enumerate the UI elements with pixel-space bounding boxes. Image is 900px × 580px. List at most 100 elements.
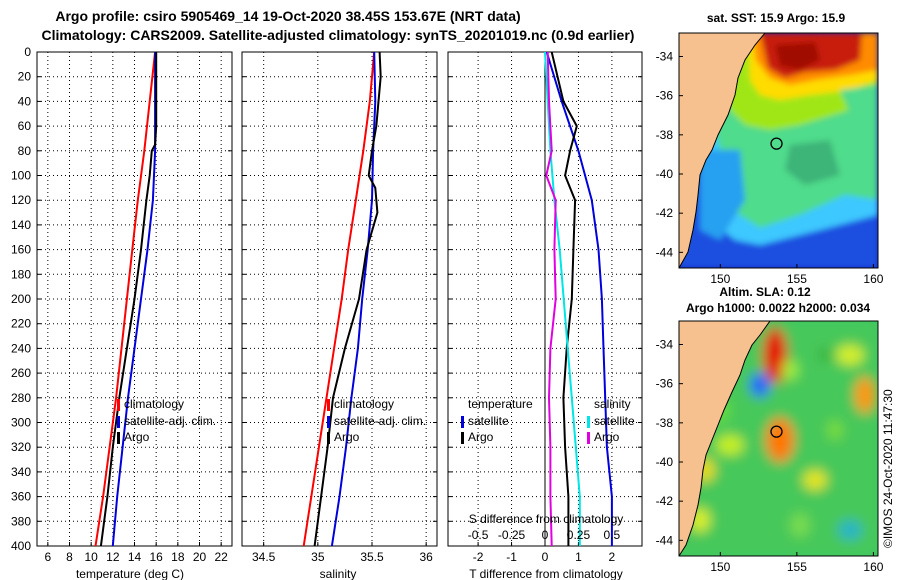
temperature-xtick-label: 20 <box>193 550 207 564</box>
difference-s-ticks: -0.5 -0.25 0 0.25 0.5 <box>468 528 621 542</box>
sst-map-land <box>679 33 765 268</box>
temperature-legend-satellite: satellite-adj. clim. <box>124 414 216 428</box>
temperature-xlabel: temperature (deg C) <box>76 567 184 580</box>
temperature-line-climatology <box>94 52 157 546</box>
diff-legend-temp-swatch-satellite <box>461 416 464 428</box>
sst-map-ticks: 150 155 160 -34 -36 -38 -40 -42 -44 <box>656 50 884 287</box>
salinity-panel: 34.5 35 35.5 36 salinity climatology satell… <box>241 51 438 580</box>
sla-map-ytick-label: -42 <box>656 494 674 508</box>
depth-tick-label: 120 <box>11 193 31 207</box>
difference-s-tick-label: 0.5 <box>604 528 621 542</box>
diff-legend-temp-satellite: satellite <box>468 414 509 428</box>
depth-tick-label: 260 <box>11 366 31 380</box>
sla-map: Altim. SLA: 0.12 Argo h1000: 0.0022 h200… <box>656 285 884 574</box>
difference-legend-temperature: temperature satellite Argo <box>461 397 533 444</box>
temperature-grid <box>37 52 232 546</box>
sst-map-ytick-label: -36 <box>656 89 674 103</box>
difference-xtick-label: -2 <box>473 550 484 564</box>
imos-watermark: ©IMOS 24-Oct-2020 11:47:30 <box>881 389 895 548</box>
sst-map-ytick-label: -34 <box>656 50 674 64</box>
depth-tick-label: 400 <box>11 539 31 553</box>
sla-map-ytick-label: -40 <box>656 455 674 469</box>
sla-map-ticks: 150 155 160 -34 -36 -38 -40 -42 -44 <box>656 338 884 575</box>
temperature-legend-swatch-satellite <box>117 416 120 428</box>
diff-legend-temp-swatch-argo <box>461 432 464 444</box>
diff-legend-sal-swatch-satellite <box>587 416 590 428</box>
depth-tick-label: 140 <box>11 218 31 232</box>
salinity-line-climatology <box>302 52 376 546</box>
temperature-xtick-label: 6 <box>44 550 51 564</box>
salinity-ticks: 34.5 35 35.5 36 <box>242 51 437 564</box>
sst-map-argo-marker <box>770 137 783 150</box>
difference-series <box>544 52 613 546</box>
temperature-series <box>94 52 158 546</box>
sst-map-xtick-label: 160 <box>863 272 883 286</box>
sst-map-xtick-label: 150 <box>710 272 730 286</box>
sla-map-ytick-label: -38 <box>656 416 674 430</box>
difference-line-t-argo <box>550 52 578 546</box>
sst-map-ytick-label: -38 <box>656 128 674 142</box>
sst-map-title: sat. SST: 15.9 Argo: 15.9 <box>707 11 846 25</box>
salinity-xtick-label: 35 <box>311 550 325 564</box>
figure-title-line1: Argo profile: csiro 5905469_14 19-Oct-20… <box>55 8 520 24</box>
depth-tick-label: 40 <box>18 94 32 108</box>
salinity-xtick-label: 35.5 <box>360 550 384 564</box>
figure-title-line2: Climatology: CARS2009. Satellite-adjuste… <box>42 27 635 43</box>
sla-map-ytick-label: -36 <box>656 377 674 391</box>
depth-tick-label: 200 <box>11 292 31 306</box>
diff-legend-sal-satellite: satellite <box>594 414 635 428</box>
difference-xtick-label: 1 <box>575 550 582 564</box>
difference-xtick-label: -1 <box>506 550 517 564</box>
salinity-legend-swatch-climatology <box>327 399 330 411</box>
difference-xtick-label: 0 <box>542 550 549 564</box>
difference-legend-salinity: salinity satellite Argo <box>587 397 635 444</box>
diff-legend-sal-title: salinity <box>594 397 631 411</box>
depth-tick-label: 80 <box>18 144 32 158</box>
salinity-xlabel: salinity <box>320 567 357 580</box>
difference-s-tick-label: -0.5 <box>468 528 489 542</box>
temperature-line-argo <box>99 52 158 546</box>
salinity-legend-climatology: climatology <box>334 397 394 411</box>
temperature-xtick-label: 8 <box>66 550 73 564</box>
salinity-series <box>302 52 382 546</box>
sst-map-ytick-label: -42 <box>656 206 674 220</box>
temperature-xtick-label: 10 <box>84 550 98 564</box>
depth-tick-label: 20 <box>18 70 32 84</box>
diff-legend-temp-argo: Argo <box>468 430 494 444</box>
depth-tick-label: 220 <box>11 317 31 331</box>
difference-panel: -2 -1 0 1 2 T difference from climatology S … <box>447 51 643 580</box>
diff-legend-sal-swatch-argo <box>587 432 590 444</box>
difference-line-s-argo <box>545 52 557 546</box>
salinity-legend-satellite: satellite-adj. clim. <box>334 414 426 428</box>
temperature-xtick-label: 12 <box>106 550 120 564</box>
temperature-legend-climatology: climatology <box>124 397 184 411</box>
diff-legend-sal-argo: Argo <box>594 430 620 444</box>
temperature-legend-argo: Argo <box>124 430 150 444</box>
sla-map-xtick-label: 150 <box>710 560 730 574</box>
depth-tick-label: 300 <box>11 416 31 430</box>
depth-tick-label: 160 <box>11 243 31 257</box>
sst-map: sat. SST: 15.9 Argo: 15.9 150 155 160 -34 -3… <box>656 11 884 286</box>
salinity-grid <box>242 52 437 546</box>
diff-legend-temp-title: temperature <box>468 397 533 411</box>
difference-xtick-label: 2 <box>609 550 616 564</box>
depth-tick-label: 100 <box>11 169 31 183</box>
depth-tick-label: 60 <box>18 119 32 133</box>
temperature-xtick-label: 14 <box>128 550 142 564</box>
difference-s-tick-label: -0.25 <box>498 528 526 542</box>
sla-map-title-line2: Argo h1000: 0.0022 h2000: 0.034 <box>686 301 870 315</box>
difference-xlabel: T difference from climatology <box>469 567 623 580</box>
temperature-legend: climatology satellite-adj. clim. Argo <box>117 397 216 444</box>
sla-map-xtick-label: 155 <box>787 560 807 574</box>
depth-tick-label: 360 <box>11 490 31 504</box>
sla-map-ytick-label: -34 <box>656 338 674 352</box>
sst-map-xtick-label: 155 <box>787 272 807 286</box>
depth-tick-label: 0 <box>24 45 31 59</box>
sla-map-ytick-label: -44 <box>656 533 674 547</box>
temperature-xtick-label: 18 <box>171 550 185 564</box>
salinity-line-satellite-adj-clim- <box>330 52 377 546</box>
sst-map-ytick-label: -44 <box>656 245 674 259</box>
depth-tick-label: 320 <box>11 440 31 454</box>
salinity-legend-argo: Argo <box>334 430 360 444</box>
